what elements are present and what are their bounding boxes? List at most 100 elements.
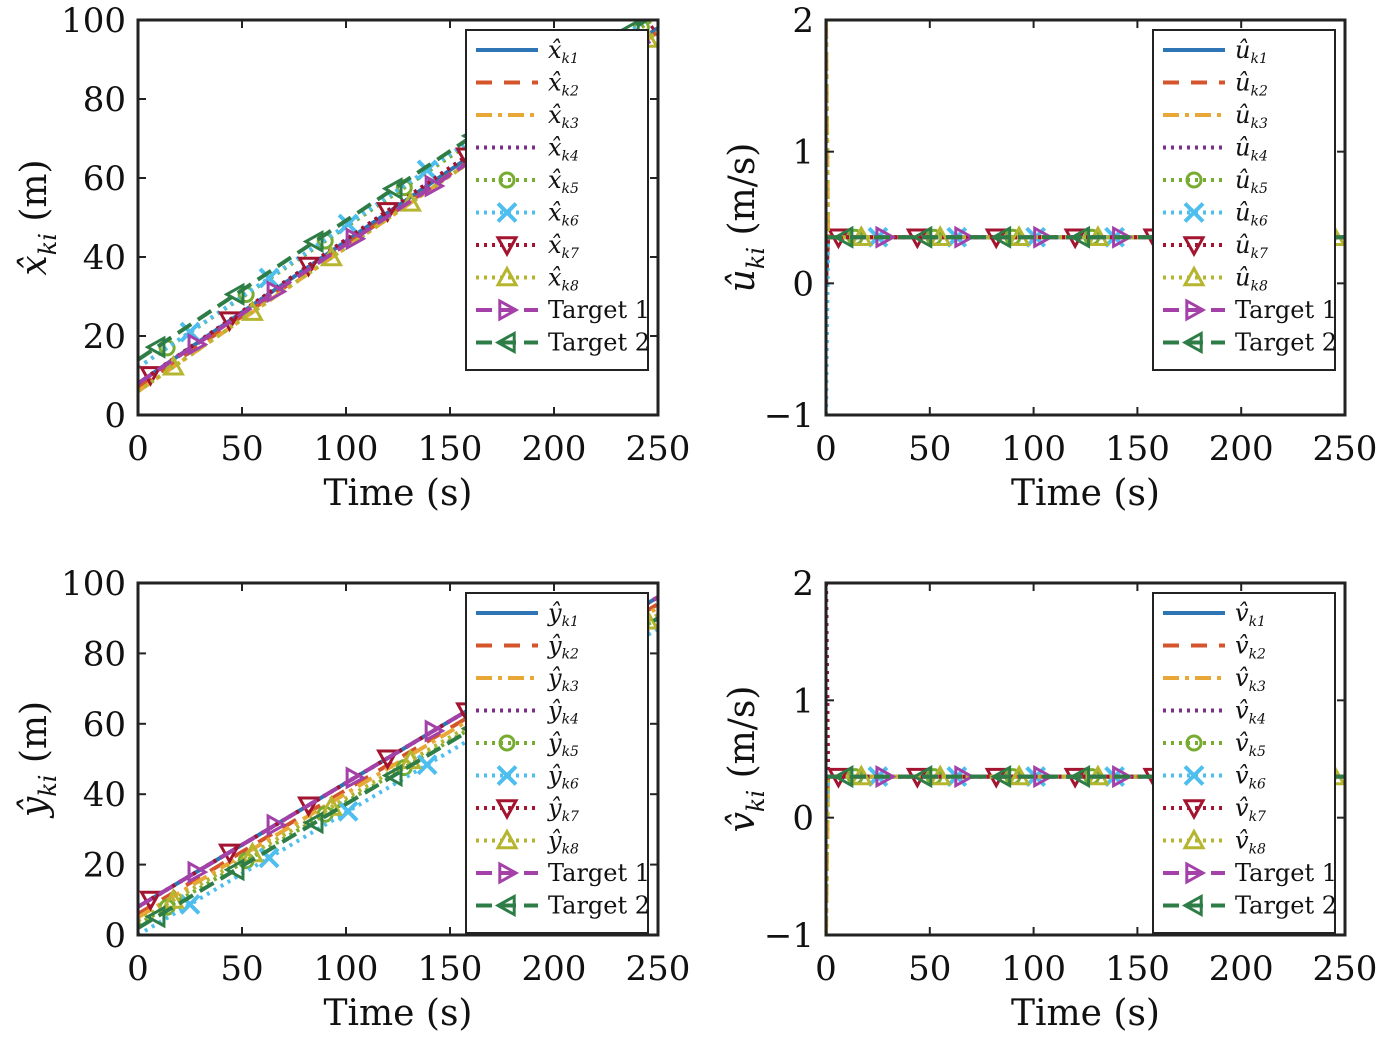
legend-entry-label: Target 1 — [1235, 859, 1337, 887]
series-marker — [424, 719, 446, 743]
legend-entry-label: ûk1 — [1235, 36, 1268, 67]
x-tick-label: 100 — [314, 429, 379, 469]
axes-frame — [824, 18, 1347, 417]
legend-entry-label: Target 2 — [1235, 892, 1337, 920]
x-tick-label: 150 — [418, 429, 483, 469]
y-axis-label: ûki (m/s) — [722, 143, 770, 293]
legend-entry-label: x̂k1 — [548, 36, 579, 67]
legend-marker — [1182, 265, 1206, 287]
series-marker — [1033, 765, 1054, 789]
legend-marker — [1182, 828, 1206, 850]
legend-marker — [1185, 171, 1203, 189]
legend-marker — [1183, 765, 1205, 786]
legend-entry-label: ûk3 — [1235, 101, 1268, 132]
legend-entry-label: ûk7 — [1235, 231, 1268, 262]
legend-marker — [498, 298, 520, 322]
legend-marker — [1182, 799, 1206, 821]
x-tick-label: 250 — [626, 429, 691, 469]
axes-frame — [136, 581, 660, 937]
x-tick-label: 50 — [220, 949, 263, 989]
legend-box — [465, 592, 649, 934]
legend-marker — [498, 734, 516, 752]
x-tick-label: 0 — [127, 429, 149, 469]
series-marker — [258, 267, 280, 289]
legend-marker — [498, 171, 516, 189]
series-marker — [424, 174, 446, 198]
series-marker — [381, 764, 403, 788]
legend-marker — [1185, 861, 1207, 885]
legend-entry-label: ŷk2 — [547, 632, 579, 663]
legend-marker — [495, 265, 519, 287]
series-marker — [187, 332, 209, 357]
series-line-target-2 — [138, 20, 650, 362]
legend-box — [1152, 29, 1336, 371]
legend-entry-label: x̂k7 — [548, 231, 579, 262]
x-tick-label: 100 — [1001, 429, 1066, 469]
legend-entry-label: ûk5 — [1235, 166, 1268, 197]
legend-entry-label: ûk8 — [1235, 264, 1268, 295]
x-tick-label: 200 — [1209, 949, 1274, 989]
series-marker — [297, 256, 321, 278]
y-tick-label: 40 — [83, 238, 126, 278]
legend-entry-label: x̂k6 — [548, 199, 579, 230]
series-marker — [337, 213, 359, 235]
legend-entry-label: ûk6 — [1235, 199, 1268, 230]
legend-marker — [496, 202, 518, 223]
series-marker — [266, 280, 288, 304]
series-marker — [144, 905, 166, 929]
y-tick-label: 100 — [61, 564, 126, 604]
y-tick-label: 0 — [792, 799, 814, 839]
series-marker — [337, 800, 359, 822]
y-tick-label: 80 — [83, 80, 126, 120]
series-marker — [990, 765, 1012, 789]
legend-entry-label: x̂k5 — [548, 166, 579, 197]
legend-box — [465, 29, 649, 371]
series-marker — [223, 282, 245, 306]
legend-marker — [1181, 893, 1203, 918]
series-marker — [144, 335, 166, 359]
y-tick-label: 80 — [83, 634, 126, 674]
x-tick-label: 150 — [1105, 429, 1170, 469]
axes-frame — [824, 581, 1347, 937]
series-marker — [376, 202, 400, 223]
series-marker — [187, 860, 209, 884]
legend-entry-label: ŷk1 — [547, 599, 579, 630]
legend-entry-label: ûk2 — [1235, 69, 1268, 100]
legend-entry-label: Target 2 — [548, 329, 650, 357]
series-marker — [911, 225, 933, 249]
y-tick-label: 1 — [792, 133, 814, 173]
legend-marker — [1182, 236, 1206, 258]
series-marker — [161, 888, 185, 909]
x-tick-label: 50 — [908, 949, 951, 989]
y-tick-label: −1 — [764, 396, 814, 436]
legend-entry-label: x̂k2 — [548, 69, 579, 100]
legend-marker — [1181, 330, 1203, 355]
legend-entry-label: Target 2 — [548, 892, 650, 920]
series-line-target-1 — [138, 34, 658, 386]
series-marker — [266, 813, 288, 837]
series-marker — [376, 749, 400, 771]
x-tick-label: 100 — [314, 949, 379, 989]
x-tick-label: 0 — [815, 429, 837, 469]
legend-entry-label: ŷk4 — [547, 697, 579, 728]
legend-entry-label: v̂k5 — [1235, 729, 1266, 760]
series-line-k8 — [138, 30, 658, 393]
series-marker — [416, 159, 438, 181]
y-tick-label: 2 — [792, 564, 814, 604]
legend-entry-label: v̂k3 — [1235, 664, 1266, 695]
legend-entry-label: v̂k8 — [1235, 827, 1266, 858]
legend-entry-label: ûk4 — [1235, 134, 1268, 165]
series-marker — [1033, 225, 1054, 249]
series-marker — [217, 311, 242, 333]
x-tick-label: 150 — [1105, 949, 1170, 989]
series-marker — [911, 765, 933, 789]
y-tick-label: 0 — [104, 396, 126, 436]
axes-frame — [136, 18, 660, 417]
series-marker — [832, 765, 854, 789]
series-marker — [416, 754, 438, 776]
